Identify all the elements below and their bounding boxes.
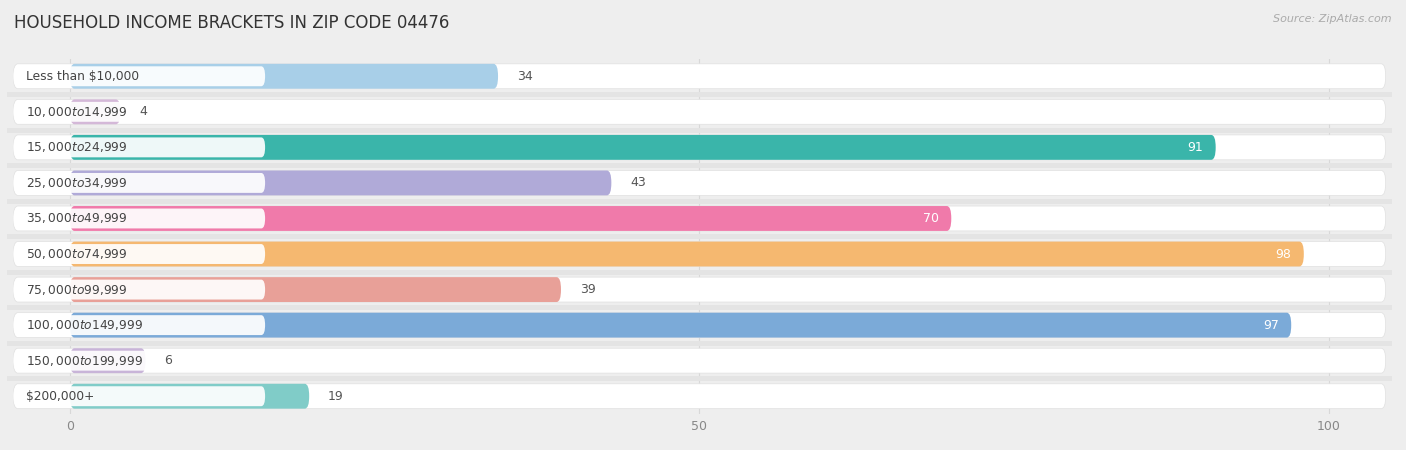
Text: $10,000 to $14,999: $10,000 to $14,999 [25, 105, 128, 119]
Text: 43: 43 [630, 176, 645, 189]
Text: 98: 98 [1275, 248, 1291, 261]
FancyBboxPatch shape [70, 348, 146, 373]
Text: $75,000 to $99,999: $75,000 to $99,999 [25, 283, 128, 297]
FancyBboxPatch shape [13, 351, 266, 371]
FancyBboxPatch shape [70, 277, 561, 302]
Text: 34: 34 [517, 70, 533, 83]
Text: $200,000+: $200,000+ [25, 390, 94, 403]
Text: Source: ZipAtlas.com: Source: ZipAtlas.com [1274, 14, 1392, 23]
FancyBboxPatch shape [13, 242, 1386, 266]
FancyBboxPatch shape [13, 171, 1386, 195]
Text: $50,000 to $74,999: $50,000 to $74,999 [25, 247, 128, 261]
FancyBboxPatch shape [70, 384, 309, 409]
FancyBboxPatch shape [13, 66, 266, 86]
Text: 6: 6 [165, 354, 173, 367]
FancyBboxPatch shape [13, 313, 1386, 338]
Text: $35,000 to $49,999: $35,000 to $49,999 [25, 212, 128, 225]
Text: 39: 39 [579, 283, 596, 296]
FancyBboxPatch shape [70, 242, 1303, 266]
Text: 97: 97 [1263, 319, 1278, 332]
Text: 19: 19 [328, 390, 344, 403]
FancyBboxPatch shape [13, 137, 266, 158]
FancyBboxPatch shape [13, 173, 266, 193]
FancyBboxPatch shape [13, 135, 1386, 160]
FancyBboxPatch shape [70, 313, 1291, 338]
Text: 4: 4 [139, 105, 148, 118]
FancyBboxPatch shape [70, 171, 612, 195]
FancyBboxPatch shape [13, 208, 266, 229]
FancyBboxPatch shape [13, 386, 266, 406]
Text: HOUSEHOLD INCOME BRACKETS IN ZIP CODE 04476: HOUSEHOLD INCOME BRACKETS IN ZIP CODE 04… [14, 14, 450, 32]
Text: 91: 91 [1187, 141, 1204, 154]
Text: $150,000 to $199,999: $150,000 to $199,999 [25, 354, 143, 368]
Text: $25,000 to $34,999: $25,000 to $34,999 [25, 176, 128, 190]
FancyBboxPatch shape [70, 135, 1216, 160]
FancyBboxPatch shape [13, 102, 266, 122]
FancyBboxPatch shape [13, 279, 266, 300]
FancyBboxPatch shape [13, 315, 266, 335]
FancyBboxPatch shape [13, 348, 1386, 373]
FancyBboxPatch shape [70, 64, 498, 89]
Text: $100,000 to $149,999: $100,000 to $149,999 [25, 318, 143, 332]
FancyBboxPatch shape [13, 64, 1386, 89]
FancyBboxPatch shape [70, 206, 952, 231]
FancyBboxPatch shape [70, 99, 121, 124]
FancyBboxPatch shape [13, 206, 1386, 231]
FancyBboxPatch shape [13, 244, 266, 264]
FancyBboxPatch shape [13, 99, 1386, 124]
Text: $15,000 to $24,999: $15,000 to $24,999 [25, 140, 128, 154]
Text: 70: 70 [922, 212, 939, 225]
FancyBboxPatch shape [13, 384, 1386, 409]
Text: Less than $10,000: Less than $10,000 [25, 70, 139, 83]
FancyBboxPatch shape [13, 277, 1386, 302]
